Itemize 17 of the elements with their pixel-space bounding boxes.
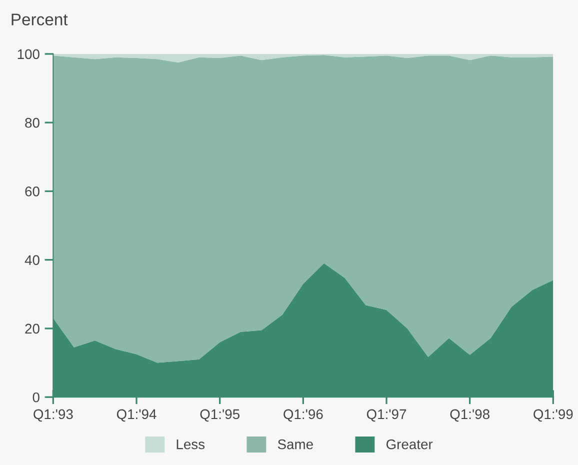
- legend-label: Less: [176, 440, 205, 450]
- y-tick-label: 20: [25, 324, 40, 334]
- y-tick-label: 80: [25, 118, 40, 128]
- x-tick-label: Q1:'93: [34, 409, 73, 422]
- y-tick-label: 0: [32, 392, 40, 402]
- x-tick-label: Q1:'98: [450, 409, 490, 422]
- y-tick-label: 60: [25, 186, 40, 196]
- x-tick-label: Q1:'94: [116, 409, 156, 422]
- x-tick-label: Q1:'95: [200, 409, 240, 422]
- x-tick-label: Q1:'97: [366, 409, 406, 422]
- legend-label: Greater: [386, 439, 433, 450]
- y-axis-title: Percent: [12, 14, 68, 26]
- x-tick-label: Q1:'96: [284, 409, 323, 422]
- legend-label: Same: [278, 439, 313, 450]
- y-tick-label: 40: [24, 255, 40, 266]
- y-tick-label: 100: [18, 49, 40, 60]
- x-tick-label: Q1:'99: [534, 409, 573, 422]
